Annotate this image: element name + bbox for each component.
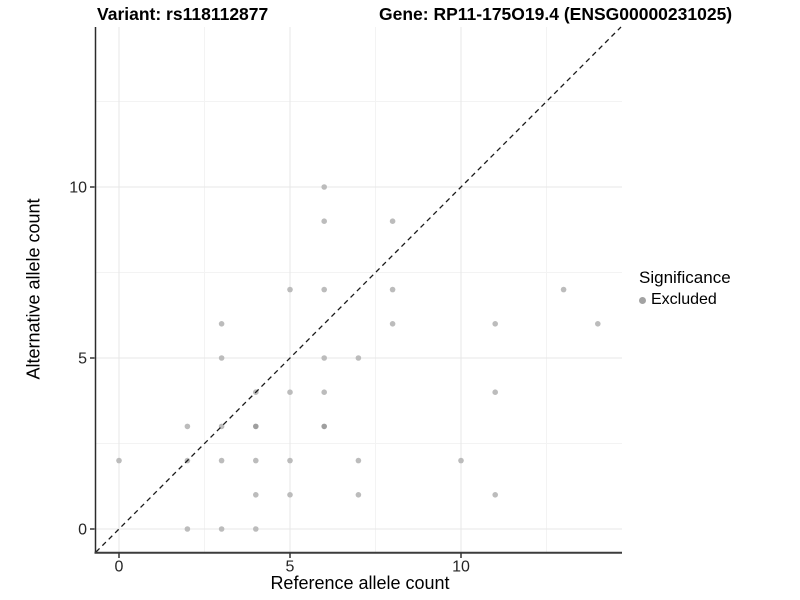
identity-line-group [95, 26, 622, 553]
plot-title-gene: Gene: RP11-175O19.4 (ENSG00000231025) [379, 4, 733, 24]
data-point [355, 355, 362, 361]
legend-title: Significance [639, 268, 731, 287]
data-point [355, 457, 362, 464]
data-point [560, 286, 567, 293]
data-point [218, 457, 225, 464]
y-tick-label: 5 [78, 351, 87, 368]
tick-labels: 0 5 10 0 5 10 [69, 180, 470, 576]
data-point [492, 389, 499, 396]
data-point [218, 321, 225, 327]
x-tick-label: 5 [286, 559, 295, 576]
data-point [321, 184, 328, 190]
y-axis-label: Alternative allele count [23, 198, 44, 380]
data-point [595, 321, 601, 327]
major-gridlines [95, 27, 622, 552]
data-point [321, 423, 328, 430]
data-points [116, 184, 601, 532]
x-tick-label: 10 [452, 559, 470, 576]
legend-point-icon [639, 296, 646, 304]
data-point [389, 286, 396, 293]
plot-title-variant: Variant: rs118112877 [97, 4, 269, 24]
data-point [253, 526, 259, 532]
identity-dashed-line [95, 26, 622, 553]
data-point [218, 526, 225, 532]
data-point [492, 492, 499, 498]
data-point [355, 492, 362, 498]
data-point [321, 218, 328, 224]
data-point [492, 321, 499, 327]
data-point [287, 389, 293, 396]
data-point [287, 286, 293, 293]
minor-gridlines [95, 27, 622, 552]
data-point [321, 389, 328, 396]
legend: Significance Excluded [639, 268, 731, 309]
data-point [218, 355, 225, 361]
y-tick-label: 10 [69, 180, 87, 197]
axis-ticks [90, 186, 462, 558]
x-axis-label: Reference allele count [270, 573, 450, 593]
data-point [253, 457, 259, 464]
data-point [321, 355, 328, 361]
data-point [389, 218, 396, 224]
legend-item-excluded: Excluded [639, 291, 731, 309]
data-point [389, 321, 396, 327]
axis-lines [94, 27, 622, 554]
x-tick-label: 0 [115, 559, 124, 576]
data-point [253, 492, 259, 498]
data-point [287, 492, 293, 498]
data-point [321, 286, 328, 293]
data-point [253, 423, 259, 430]
data-point [184, 526, 191, 532]
data-point [287, 457, 293, 464]
legend-item-label: Excluded [651, 291, 717, 308]
data-point [458, 457, 464, 464]
data-point [184, 423, 191, 430]
data-point [116, 457, 122, 464]
y-tick-label: 0 [78, 522, 87, 539]
